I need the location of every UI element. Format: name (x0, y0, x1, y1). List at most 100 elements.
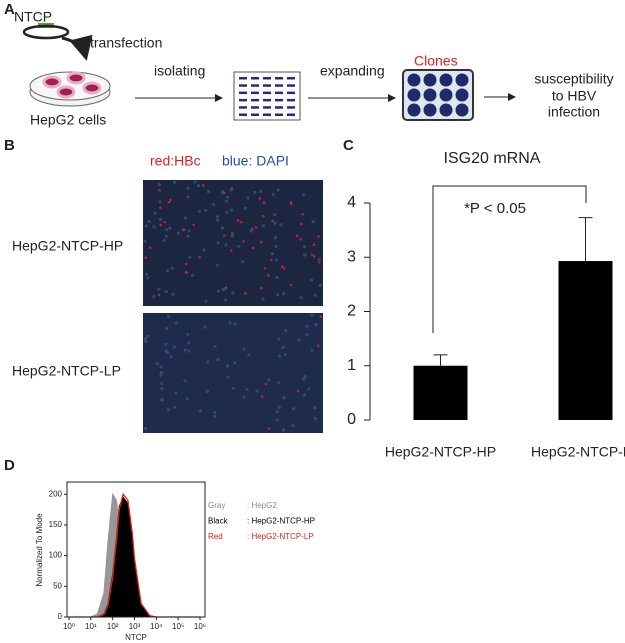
stain-dot (144, 256, 147, 259)
stain-dot (221, 288, 225, 292)
y-axis-label: Normalized To Mode (35, 513, 44, 587)
error-bar (578, 217, 593, 262)
stain-dot (281, 428, 286, 432)
row-label: HepG2-NTCP-HP (12, 238, 123, 254)
stain-dot (302, 377, 306, 381)
stain-dot (159, 365, 163, 369)
x-tick-label: 10⁰ (63, 622, 75, 631)
stain-dot (193, 180, 197, 184)
y-tick-label: 50 (53, 581, 62, 590)
stain-dot (318, 261, 321, 264)
stain-dot (225, 211, 229, 215)
stain-dot (230, 249, 233, 252)
stain-dot (164, 342, 168, 347)
cell (82, 81, 102, 95)
stain-dot (292, 407, 296, 411)
well (287, 91, 295, 95)
stain-dot (267, 378, 271, 382)
stain-dot (158, 217, 163, 221)
stain-dot (160, 387, 164, 391)
well (239, 106, 247, 109)
stain-dot (275, 410, 279, 414)
legend-key: Gray (208, 501, 225, 510)
stain-dot (159, 373, 163, 377)
stain-dot (159, 223, 163, 227)
stain-dot (162, 238, 166, 242)
stain-dot (299, 296, 303, 300)
stain-dot (271, 219, 274, 223)
panel-label: A (4, 1, 15, 18)
well (275, 77, 283, 80)
well (263, 98, 271, 102)
stain-dot (168, 226, 172, 230)
stain-dot (157, 293, 161, 297)
stain-dot (274, 258, 279, 262)
stain-dot (146, 276, 150, 280)
clone-well (407, 88, 421, 102)
x-tick-label: 10² (107, 622, 119, 631)
error-bar (433, 354, 448, 366)
stain-dot (307, 387, 311, 391)
stain-dot (216, 241, 220, 245)
stain-dot (231, 386, 235, 390)
stain-dot (225, 195, 230, 199)
stain-dot (259, 189, 263, 193)
stain-dot (242, 395, 246, 399)
stain-dot (301, 212, 305, 216)
stain-dot (160, 381, 164, 385)
stain-dot (159, 371, 163, 374)
stain-dot (198, 255, 201, 259)
cell (66, 71, 86, 85)
stain-dot (155, 362, 159, 366)
stain-dot (299, 238, 302, 241)
stain-dot (264, 382, 268, 386)
outcome-label: to HBV (552, 88, 597, 104)
well (263, 91, 271, 95)
stain-dot (224, 243, 228, 247)
well (239, 91, 247, 95)
stain-dot (223, 234, 226, 237)
well (239, 84, 247, 87)
stain-dot (205, 389, 210, 393)
well (263, 113, 271, 116)
clones-label: Clones (414, 53, 458, 69)
cell (42, 75, 62, 89)
x-tick-label: HepG2-NTCP-HP (385, 444, 496, 460)
arrow (61, 34, 93, 61)
stain-dot (144, 224, 148, 228)
well (287, 84, 295, 87)
panel-label: C (343, 137, 354, 154)
clone-well (423, 88, 437, 102)
stain-dot (187, 341, 191, 345)
stain-dot (216, 357, 220, 362)
stain-dot (274, 244, 278, 248)
stain-dot (153, 211, 157, 215)
stain-dot (144, 272, 149, 276)
stain-dot (146, 334, 150, 338)
stain-dot (148, 246, 152, 249)
stain-dot (192, 223, 195, 227)
wells (239, 77, 295, 116)
stain-dot (255, 389, 259, 393)
micrograph (143, 180, 323, 306)
stain-dot (158, 189, 161, 192)
stain-dot (186, 234, 190, 238)
stain-dot (183, 348, 187, 352)
stain-dot (230, 208, 234, 212)
stain-dot (220, 226, 224, 230)
stain-dot (229, 188, 233, 192)
stain-dot (158, 200, 162, 204)
well (251, 106, 259, 109)
stain-dot (231, 231, 234, 235)
panel-label: D (4, 457, 15, 474)
row-label: HepG2-NTCP-LP (12, 363, 121, 379)
stain-dot (183, 379, 187, 383)
stain-dot (152, 225, 156, 229)
clone-well (423, 73, 437, 87)
stain-dot (310, 313, 314, 317)
stain-dot (291, 424, 295, 428)
stain-dot (239, 221, 243, 224)
y-tick-label: 3 (347, 248, 356, 265)
stain-dot (251, 246, 255, 250)
stain-dot (144, 426, 148, 431)
